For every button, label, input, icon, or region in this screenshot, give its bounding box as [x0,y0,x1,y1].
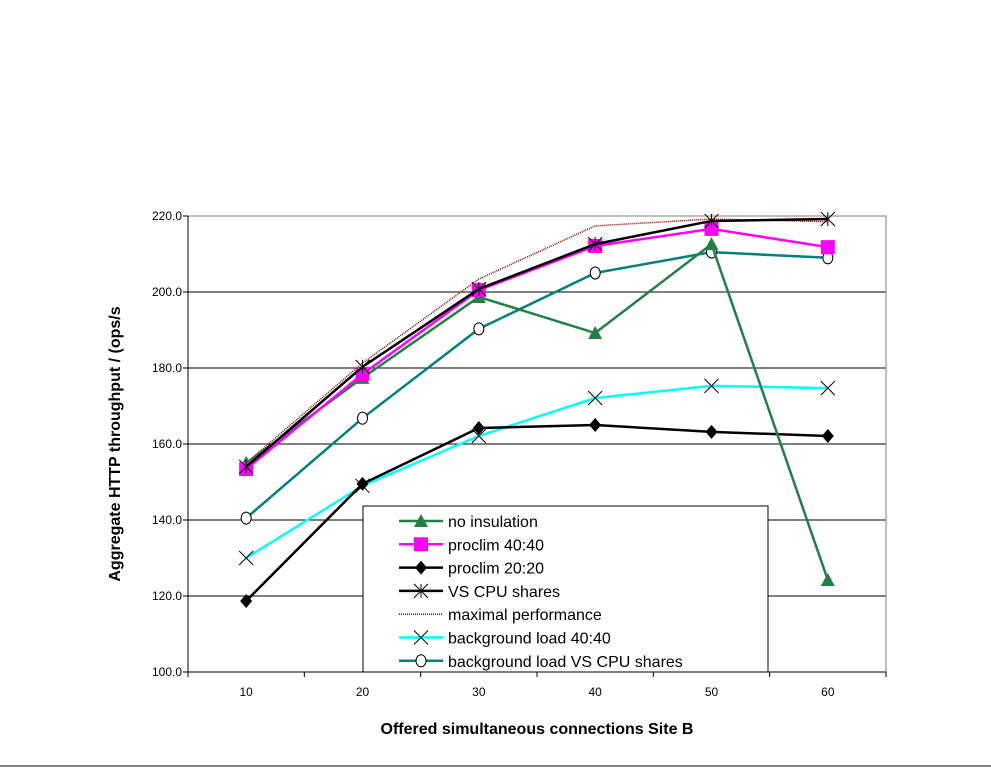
square-marker [414,537,428,552]
diamond-marker [472,421,485,436]
legend-label: maximal performance [448,607,602,624]
diamond-marker [356,476,369,491]
triangle-marker [588,326,603,340]
asterisk-marker [238,459,254,475]
legend-label: proclim 20:20 [448,561,544,578]
x-tick-label: 30 [472,685,486,699]
asterisk-marker [471,281,487,297]
legend-label: background load 40:40 [448,631,611,648]
y-tick-label: 160.0 [152,437,182,451]
legend-item: background load VS CPU shares [399,654,683,671]
square-marker [704,221,719,236]
square-marker [820,240,835,255]
y-axis-label: Aggregate HTTP throughput / (ops/s [107,306,124,581]
legend-item: proclim 20:20 [399,560,544,578]
y-tick-label: 200.0 [152,285,182,299]
diamond-marker [821,429,834,444]
asterisk-marker [413,583,429,599]
diamond-marker [705,424,718,439]
asterisk-marker [704,213,719,229]
legend-item: background load 40:40 [399,630,611,648]
y-tick-label: 180.0 [152,361,182,375]
x-tick-label: 20 [356,685,370,699]
legend-item: proclim 40:40 [399,537,544,554]
legend-label: no insulation [448,514,538,531]
y-tick-label: 220.0 [152,209,182,223]
y-tick-label: 140.0 [152,513,182,527]
circle-marker [415,654,427,668]
axes: 100.0 120.0 140.0 160.0 180.0 200.0 220.0 10 20 3… [152,209,887,699]
grid-lines [188,291,886,597]
x-marker [587,390,603,406]
x-marker [704,378,719,394]
legend-item: no insulation [399,514,538,531]
series-background-load-vs-cpu-shares [240,245,834,525]
series-vs-cpu-shares [238,211,836,475]
series-line [245,217,828,468]
legend-item: maximal performance [399,607,602,624]
x-tick-label: 50 [705,685,719,699]
diamond-marker [240,593,253,608]
x-marker [820,380,836,396]
series-group [238,211,836,608]
diamond-marker [589,418,602,432]
circle-marker [240,511,252,525]
series-line [245,242,830,581]
legend-label: background load VS CPU shares [448,654,683,671]
series-line [245,227,829,471]
legend-label: proclim 40:40 [448,537,544,554]
triangle-marker [414,514,428,527]
x-tick-label: 60 [821,685,835,699]
x-tick-label: 10 [239,685,253,699]
triangle-marker [820,573,835,587]
circle-marker [589,266,601,280]
circle-marker [357,411,368,425]
y-tick-label: 120.0 [152,589,182,603]
legend-box [362,505,769,673]
legend: no insulation proclim 40:40 proclim 20:20 V… [362,505,769,673]
y-tick-label: 100.0 [152,665,182,679]
x-tick-label: 40 [588,685,602,699]
asterisk-marker [820,211,836,227]
diamond-marker [415,560,427,575]
x-marker [413,630,429,645]
asterisk-marker [355,359,370,375]
asterisk-marker [587,236,603,252]
series-line [245,384,828,560]
series-line [245,423,828,602]
series-proclim-40-40 [239,221,835,477]
x-axis-label: Offered simultaneous connections Site B [381,721,694,738]
legend-item: VS CPU shares [399,583,560,601]
x-marker [238,550,254,566]
triangle-marker [704,237,719,251]
series-proclim-20-20 [240,418,834,608]
series-line [245,250,828,520]
legend-label: VS CPU shares [448,584,560,601]
circle-marker [473,322,485,336]
